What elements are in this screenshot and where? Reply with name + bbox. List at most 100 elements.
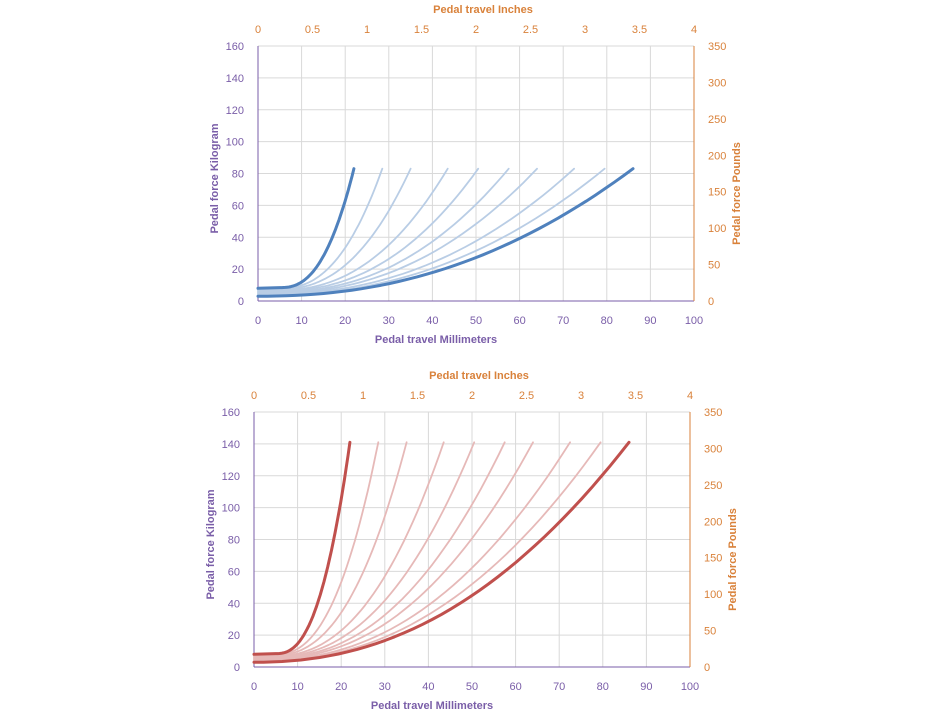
tick-label-bottom: 90 (644, 315, 656, 327)
axis-title-right: Pedal force Pounds (731, 142, 743, 245)
tick-label-left: 160 (222, 407, 240, 419)
axis-title-bottom: Pedal travel Millimeters (371, 700, 493, 712)
series-line (257, 167, 575, 296)
tick-label-left: 40 (228, 598, 240, 610)
tick-label-bottom: 10 (291, 681, 303, 693)
tick-label-bottom: 10 (295, 315, 307, 327)
tick-label-bottom: 20 (335, 681, 347, 693)
tick-label-bottom: 50 (466, 681, 478, 693)
series-line (257, 167, 510, 294)
tick-label-top: 0 (255, 24, 261, 36)
tick-label-bottom: 100 (681, 681, 699, 693)
tick-label-top: 3 (582, 24, 588, 36)
series-line (257, 167, 538, 295)
tick-label-right: 300 (708, 77, 726, 89)
series-line (253, 441, 408, 657)
tick-label-right: 100 (708, 223, 726, 235)
tick-label-top: 3.5 (628, 390, 643, 402)
tick-label-top: 0 (251, 390, 257, 402)
tick-label-left: 140 (226, 73, 244, 85)
tick-label-top: 2 (473, 24, 479, 36)
tick-label-left: 120 (222, 471, 240, 483)
tick-label-top: 4 (687, 390, 693, 402)
tick-label-left: 0 (238, 296, 244, 308)
tick-label-right: 300 (704, 443, 722, 455)
axis-title-right: Pedal force Pounds (727, 508, 739, 611)
tick-label-left: 100 (226, 137, 244, 149)
tick-label-right: 350 (708, 41, 726, 53)
tick-label-bottom: 80 (601, 315, 613, 327)
axis-title-left: Pedal force Kilogram (209, 123, 221, 233)
tick-label-right: 0 (708, 296, 714, 308)
tick-label-left: 40 (232, 232, 244, 244)
tick-label-bottom: 0 (251, 681, 257, 693)
tick-label-top: 2 (469, 390, 475, 402)
tick-label-bottom: 70 (557, 315, 569, 327)
tick-label-right: 150 (704, 553, 722, 565)
tick-label-bottom: 30 (379, 681, 391, 693)
tick-label-left: 120 (226, 105, 244, 117)
tick-label-top: 2.5 (519, 390, 534, 402)
tick-label-top: 1 (364, 24, 370, 36)
tick-label-top: 3 (578, 390, 584, 402)
tick-label-bottom: 70 (553, 681, 565, 693)
tick-label-top: 2.5 (523, 24, 538, 36)
tick-label-left: 0 (234, 662, 240, 674)
series-line (253, 441, 506, 660)
tick-label-top: 4 (691, 24, 697, 36)
tick-label-bottom: 100 (685, 315, 703, 327)
tick-label-right: 350 (704, 407, 722, 419)
tick-label-left: 20 (232, 264, 244, 276)
tick-label-bottom: 40 (422, 681, 434, 693)
tick-label-bottom: 50 (470, 315, 482, 327)
series-line (253, 441, 571, 662)
tick-label-right: 50 (708, 260, 720, 272)
axis-title-top: Pedal travel Inches (429, 370, 529, 382)
tick-label-right: 200 (704, 516, 722, 528)
tick-label-top: 1 (360, 390, 366, 402)
series-line (257, 167, 384, 290)
tick-label-left: 20 (228, 630, 240, 642)
tick-label-bottom: 30 (383, 315, 395, 327)
series-line (253, 441, 380, 656)
series-line (257, 167, 449, 292)
axis-title-bottom: Pedal travel Millimeters (375, 334, 497, 346)
series-line-bound (252, 440, 352, 656)
tick-label-top: 1.5 (414, 24, 429, 36)
tick-label-top: 0.5 (305, 24, 320, 36)
tick-label-right: 250 (708, 114, 726, 126)
tick-label-left: 60 (232, 200, 244, 212)
tick-label-right: 100 (704, 589, 722, 601)
tick-label-bottom: 40 (426, 315, 438, 327)
axis-title-left: Pedal force Kilogram (205, 489, 217, 599)
tick-label-bottom: 0 (255, 315, 261, 327)
tick-label-bottom: 60 (509, 681, 521, 693)
tick-label-right: 0 (704, 662, 710, 674)
series-line-bound (256, 167, 356, 290)
series-line-bound (252, 440, 631, 664)
tick-label-top: 3.5 (632, 24, 647, 36)
series-line (253, 441, 534, 661)
tick-label-right: 50 (704, 626, 716, 638)
tick-label-bottom: 80 (597, 681, 609, 693)
tick-label-bottom: 90 (640, 681, 652, 693)
tick-label-right: 150 (708, 187, 726, 199)
tick-label-right: 200 (708, 150, 726, 162)
tick-label-left: 160 (226, 41, 244, 53)
tick-label-left: 80 (228, 535, 240, 547)
series-line (257, 167, 412, 291)
tick-label-top: 0.5 (301, 390, 316, 402)
tick-label-bottom: 20 (339, 315, 351, 327)
tick-label-left: 100 (222, 503, 240, 515)
tick-label-left: 80 (232, 169, 244, 181)
tick-label-left: 140 (222, 439, 240, 451)
tick-label-left: 60 (228, 566, 240, 578)
series-line-bound (256, 167, 635, 298)
tick-label-top: 1.5 (410, 390, 425, 402)
series-line (253, 441, 445, 658)
series-line (253, 441, 476, 659)
